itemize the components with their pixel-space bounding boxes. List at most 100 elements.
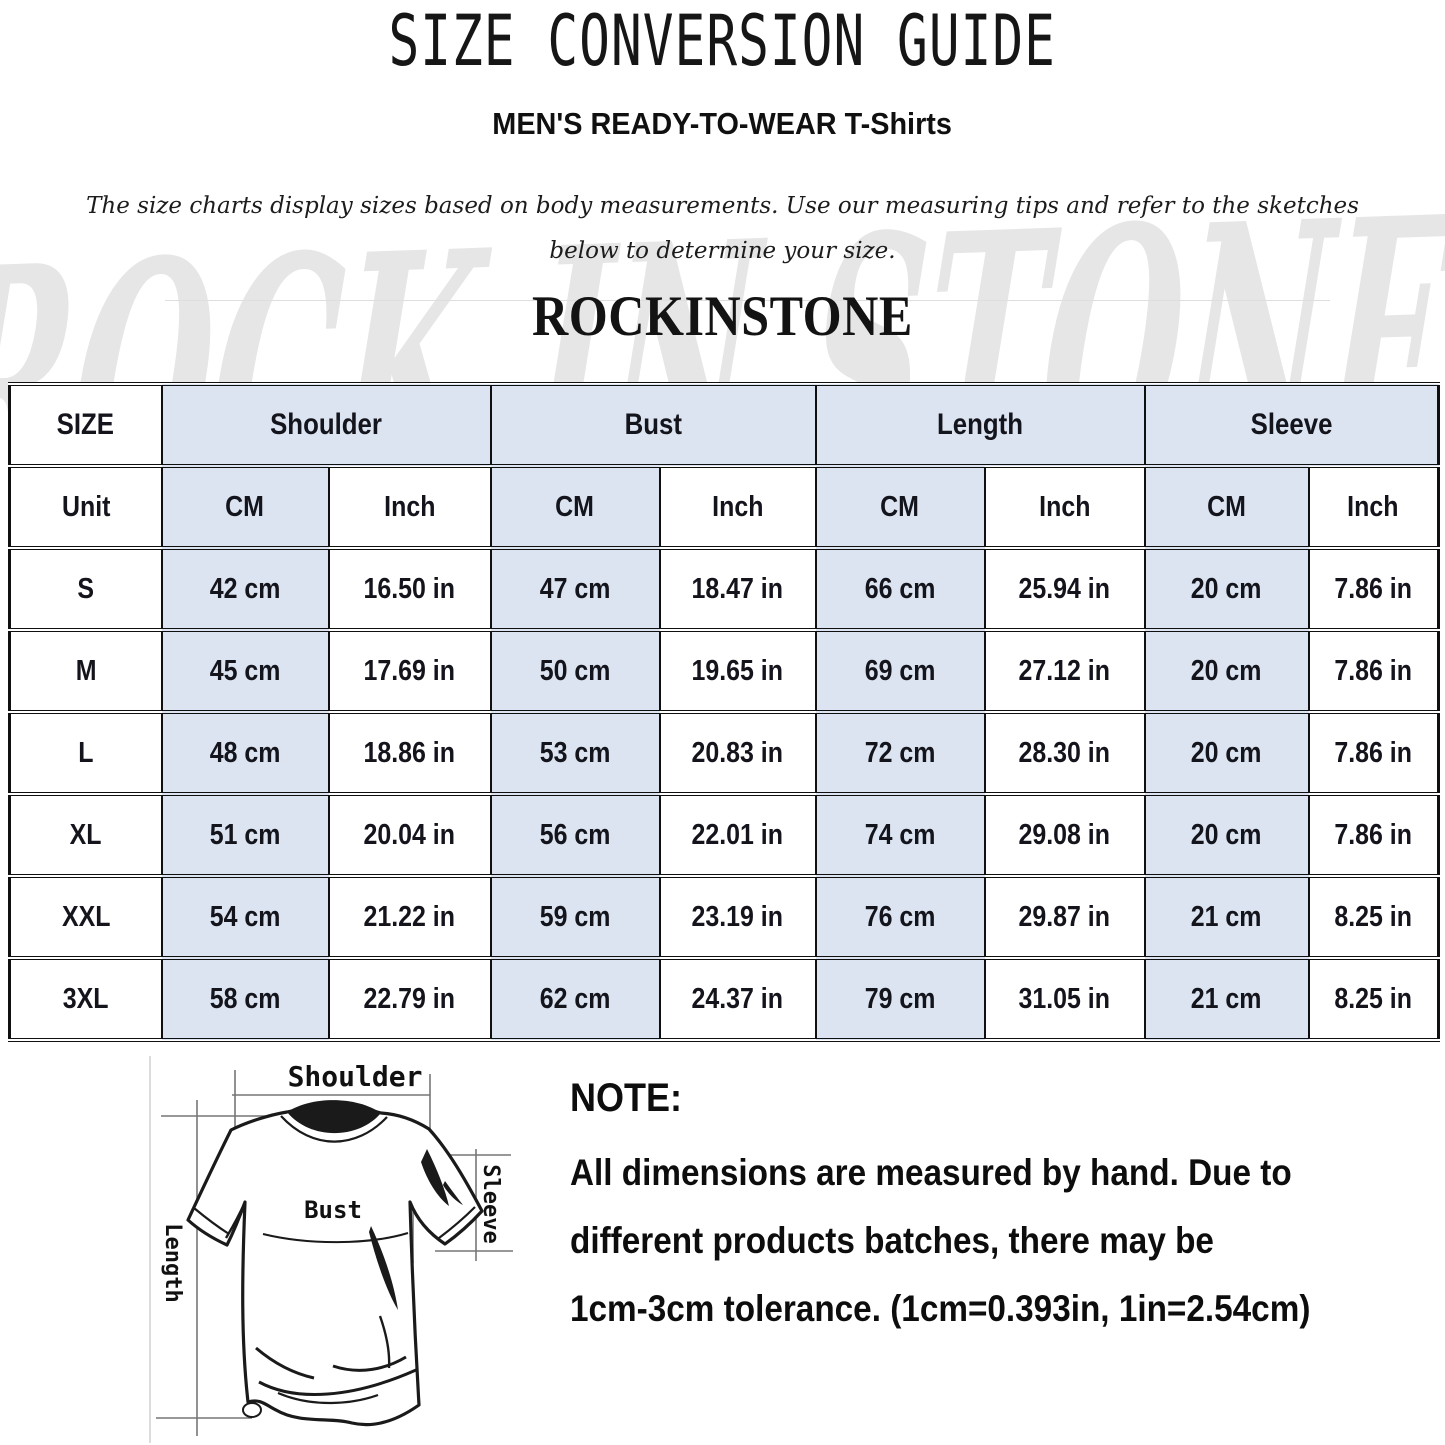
page-subtitle: MEN'S READY-TO-WEAR T-Shirts (0, 106, 1445, 142)
note-line: All dimensions are measured by hand. Due… (570, 1152, 1430, 1220)
value-cell-sleeve-inch: 7.86 in (1307, 710, 1440, 796)
unit-cell-bust-cm: CM (489, 464, 661, 550)
size-header-cell: SIZE (8, 382, 163, 468)
measurement-value: 22.01 in (691, 818, 784, 851)
measurement-value: 72 cm (864, 736, 936, 769)
value-cell-bust-inch: 22.01 in (658, 792, 817, 878)
unit-inch-label: Inch (1038, 490, 1091, 523)
note-heading-text: NOTE: (570, 1076, 682, 1120)
measurement-value: 20.04 in (363, 818, 456, 851)
intro-line-1: The size charts display sizes based on b… (86, 193, 1359, 219)
measurement-value: 7.86 in (1334, 736, 1413, 769)
sleeve-label: Sleeve (478, 1164, 503, 1243)
shirt-shading (369, 1149, 463, 1310)
value-cell-shoulder-inch: 21.22 in (327, 874, 492, 960)
size-cell: 3XL (8, 956, 163, 1042)
unit-cm-label: CM (880, 490, 920, 523)
note-section: NOTE: All dimensions are measured by han… (570, 1076, 1430, 1356)
note-line: different products batches, there may be (570, 1220, 1430, 1288)
value-cell-bust-cm: 53 cm (489, 710, 661, 796)
size-cell: XL (8, 792, 163, 878)
unit-cell-bust-inch: Inch (658, 464, 817, 550)
tshirt-measurement-diagram: Shoulder Bust Length Sleeve (149, 1056, 513, 1443)
size-table-body: SIZE Shoulder Bust Length Sleeve Unit CM… (8, 382, 1440, 1042)
value-cell-length-cm: 74 cm (814, 792, 986, 878)
value-cell-sleeve-inch: 7.86 in (1307, 792, 1440, 878)
measurement-value: 21.22 in (363, 900, 456, 933)
page-title: SIZE CONVERSION GUIDE (0, 0, 1445, 82)
measurement-value: 51 cm (209, 818, 281, 851)
value-cell-length-inch: 29.08 in (983, 792, 1146, 878)
measurement-value: 29.08 in (1018, 818, 1111, 851)
value-cell-shoulder-cm: 48 cm (160, 710, 330, 796)
measurement-value: 24.37 in (691, 982, 784, 1015)
unit-inch-label: Inch (383, 490, 436, 523)
note-line-text: All dimensions are measured by hand. Due… (570, 1152, 1292, 1193)
unit-inch-label: Inch (1347, 490, 1399, 523)
shoulder-label: Shoulder (288, 1060, 423, 1093)
size-cell: XXL (8, 874, 163, 960)
value-cell-shoulder-inch: 16.50 in (327, 546, 492, 632)
tshirt-outline (186, 1105, 484, 1427)
note-heading: NOTE: (570, 1076, 1430, 1152)
measurement-value: 74 cm (864, 818, 936, 851)
size-value: M (75, 654, 97, 687)
brand-name-text: ROCKINSTONE (532, 285, 913, 348)
value-cell-length-inch: 31.05 in (983, 956, 1146, 1042)
measurement-value: 56 cm (539, 818, 611, 851)
table-unit-row: Unit CM Inch CM Inch CM Inch CM Inch (8, 464, 1440, 550)
value-cell-bust-cm: 59 cm (489, 874, 661, 960)
value-cell-shoulder-inch: 20.04 in (327, 792, 492, 878)
group-header-bust: Bust (489, 382, 817, 468)
measurement-value: 20 cm (1191, 654, 1262, 687)
brand-divider-line (165, 300, 1330, 301)
measurement-value: 16.50 in (363, 572, 456, 605)
measurement-value: 18.47 in (691, 572, 784, 605)
note-line-text: different products batches, there may be (570, 1220, 1214, 1261)
value-cell-shoulder-inch: 17.69 in (327, 628, 492, 714)
measurement-value: 20 cm (1191, 572, 1262, 605)
measurement-value: 54 cm (209, 900, 281, 933)
table-row: 3XL 58 cm 22.79 in 62 cm 24.37 in 79 cm … (8, 956, 1440, 1042)
measurement-value: 76 cm (864, 900, 936, 933)
page-subtitle-text: MEN'S READY-TO-WEAR T-Shirts (492, 106, 953, 141)
measurement-value: 20 cm (1191, 736, 1262, 769)
size-cell: M (8, 628, 163, 714)
table-row: XXL 54 cm 21.22 in 59 cm 23.19 in 76 cm … (8, 874, 1440, 960)
measurement-value: 42 cm (209, 572, 281, 605)
value-cell-bust-cm: 47 cm (489, 546, 661, 632)
value-cell-length-inch: 25.94 in (983, 546, 1146, 632)
sleeve-header-label: Sleeve (1250, 408, 1333, 441)
unit-cell-length-cm: CM (814, 464, 986, 550)
measurement-value: 53 cm (539, 736, 611, 769)
measurement-value: 45 cm (209, 654, 281, 687)
intro-line-2: below to determine your size. (549, 238, 896, 264)
value-cell-shoulder-cm: 45 cm (160, 628, 330, 714)
table-group-header-row: SIZE Shoulder Bust Length Sleeve (8, 382, 1440, 468)
value-cell-shoulder-cm: 54 cm (160, 874, 330, 960)
measurement-value: 79 cm (864, 982, 936, 1015)
value-cell-bust-cm: 50 cm (489, 628, 661, 714)
value-cell-length-inch: 27.12 in (983, 628, 1146, 714)
measurement-value: 69 cm (864, 654, 936, 687)
size-value: XL (69, 818, 102, 851)
measurement-value: 7.86 in (1334, 572, 1413, 605)
size-value: L (78, 736, 94, 769)
bust-label: Bust (304, 1196, 362, 1224)
value-cell-sleeve-cm: 20 cm (1143, 546, 1310, 632)
size-cell: L (8, 710, 163, 796)
value-cell-sleeve-cm: 21 cm (1143, 874, 1310, 960)
group-header-sleeve: Sleeve (1143, 382, 1440, 468)
unit-cm-label: CM (1207, 490, 1246, 523)
value-cell-sleeve-cm: 20 cm (1143, 710, 1310, 796)
value-cell-length-cm: 76 cm (814, 874, 986, 960)
brand-name: ROCKINSTONE (0, 284, 1445, 349)
value-cell-length-inch: 28.30 in (983, 710, 1146, 796)
measurement-value: 7.86 in (1334, 654, 1413, 687)
value-cell-length-cm: 69 cm (814, 628, 986, 714)
value-cell-shoulder-inch: 18.86 in (327, 710, 492, 796)
table-row: S 42 cm 16.50 in 47 cm 18.47 in 66 cm 25… (8, 546, 1440, 632)
measurement-value: 18.86 in (363, 736, 456, 769)
measurement-value: 19.65 in (691, 654, 784, 687)
length-label: Length (160, 1223, 185, 1302)
